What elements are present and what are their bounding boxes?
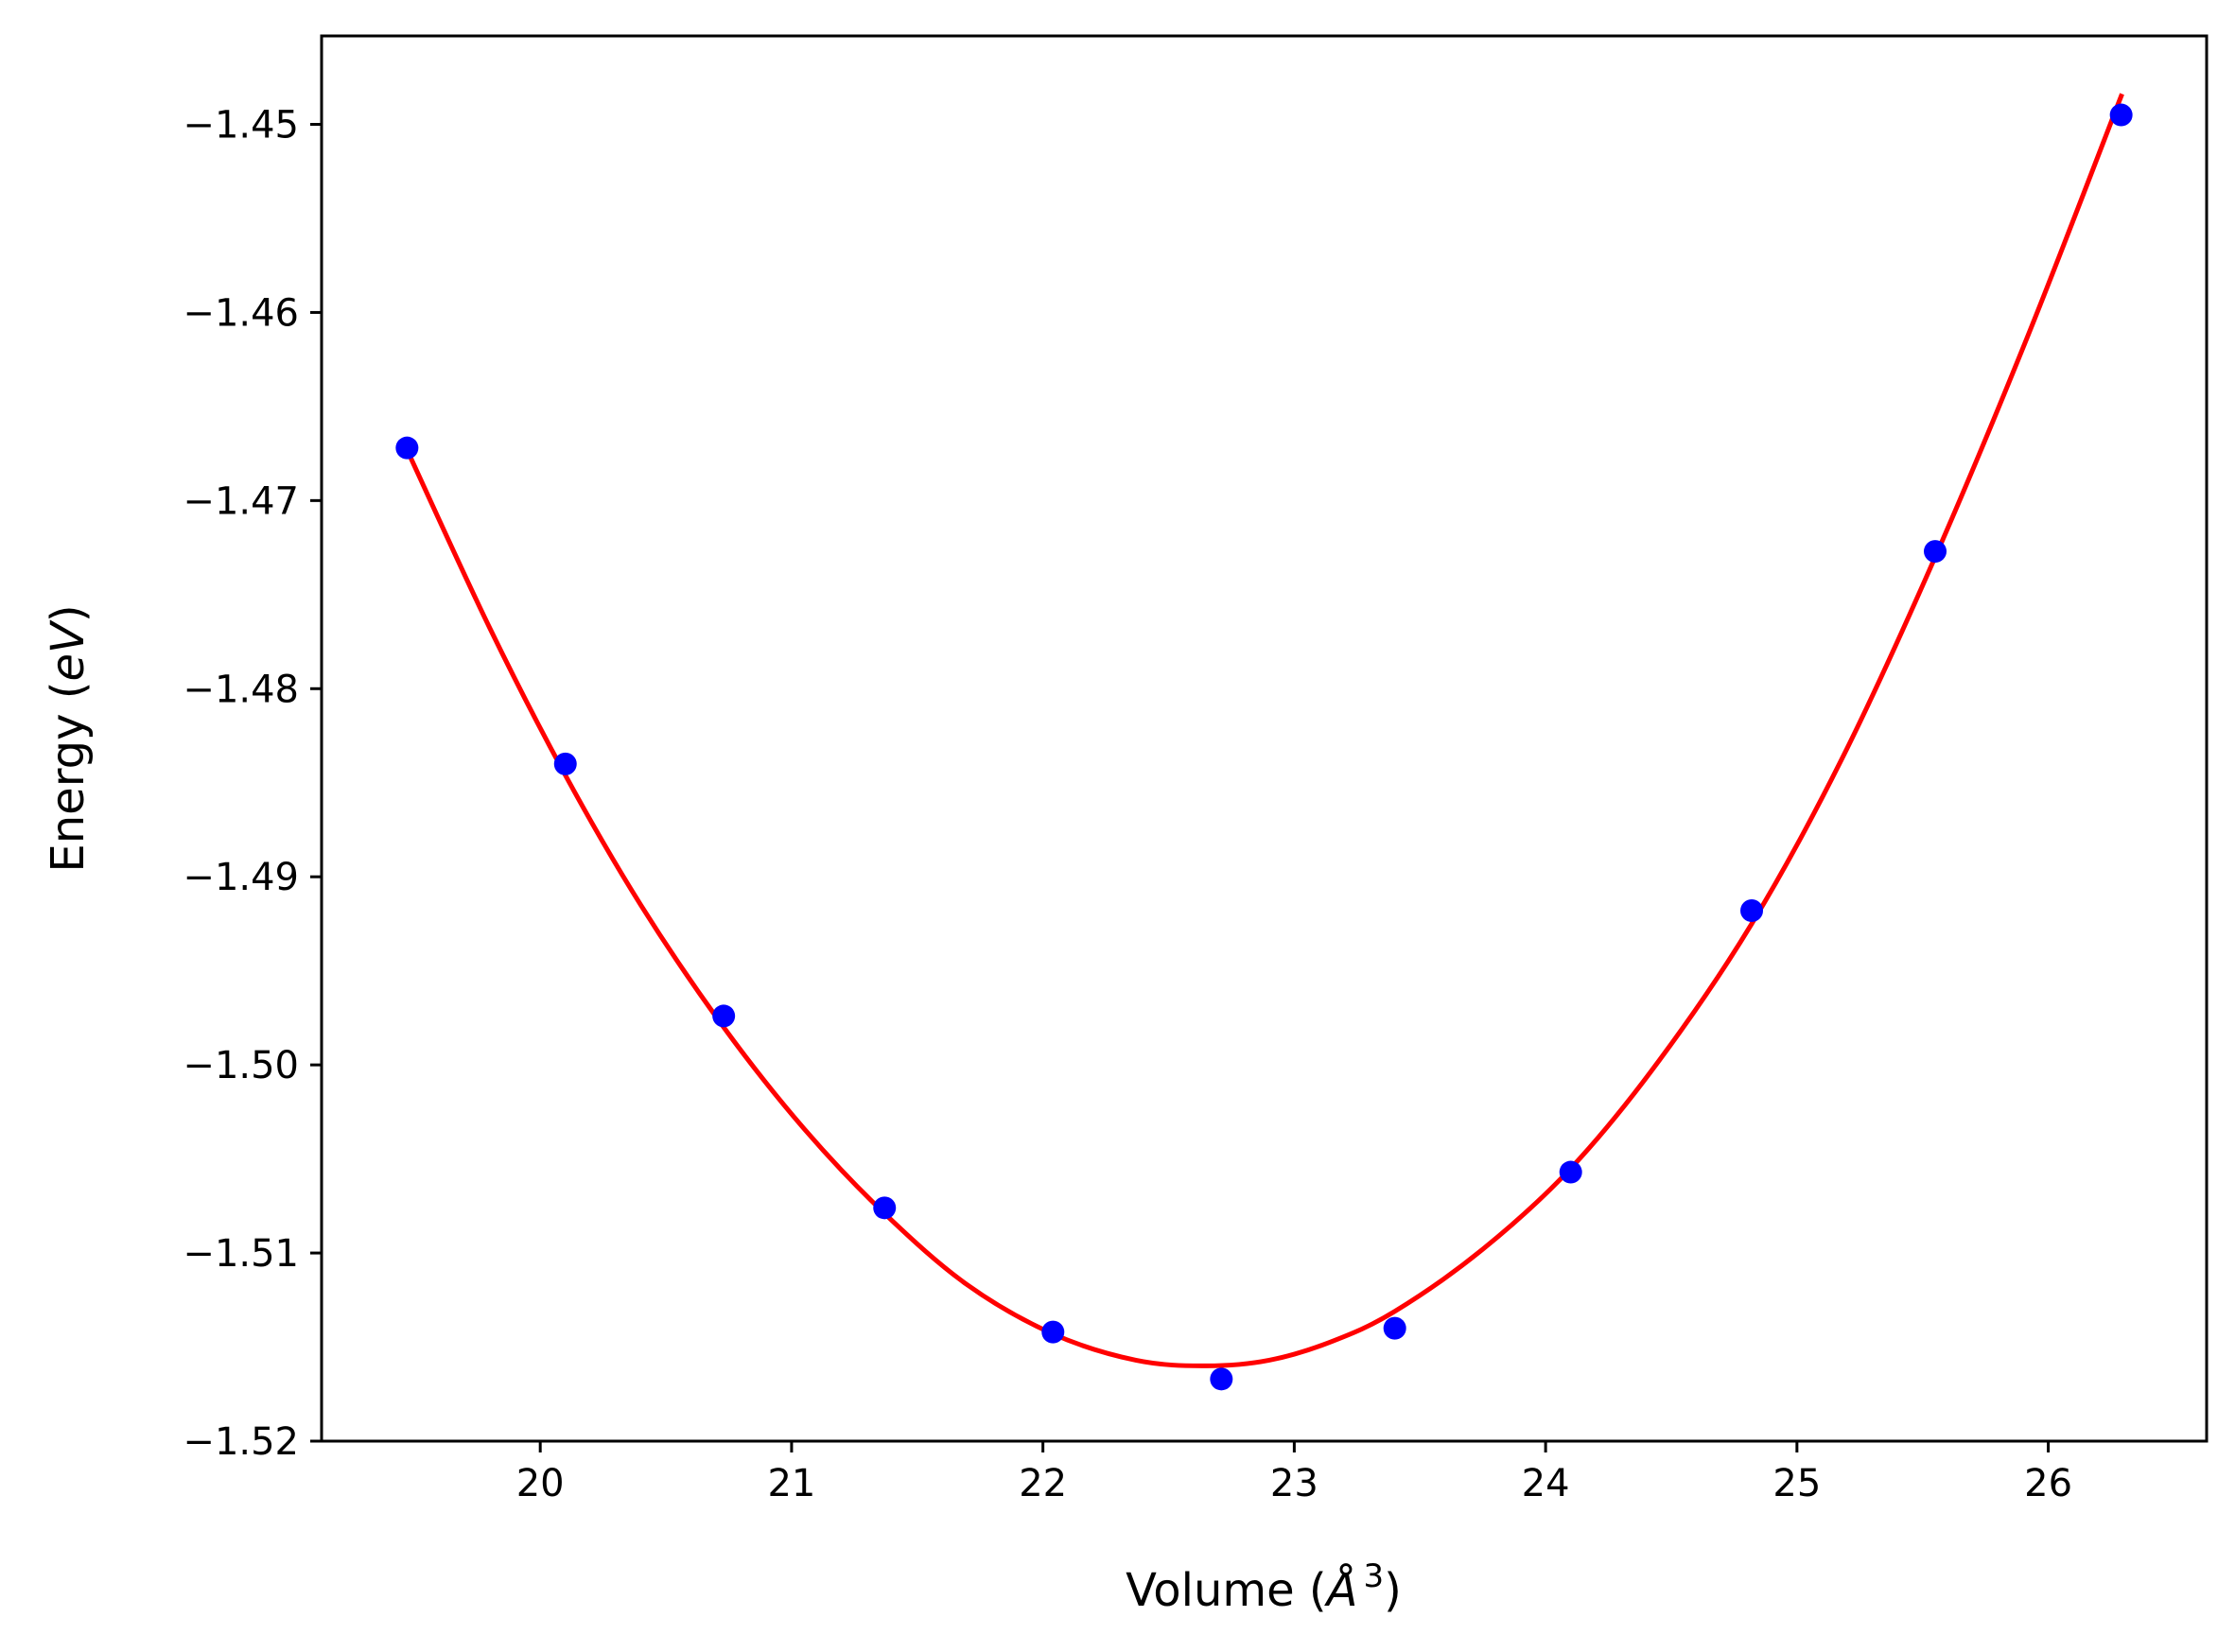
data-point (1383, 1316, 1406, 1340)
y-tick-label: −1.52 (183, 1420, 299, 1464)
data-point (2109, 103, 2133, 127)
x-tick-label: 22 (1019, 1462, 1067, 1505)
y-tick-label: −1.47 (183, 479, 299, 523)
data-point (1559, 1160, 1582, 1184)
data-point (712, 1004, 736, 1028)
data-point (1041, 1320, 1065, 1344)
y-tick-label: −1.48 (183, 668, 299, 711)
data-point (1924, 540, 1947, 564)
y-axis-label: Energy (eV) (42, 604, 95, 872)
data-point (553, 752, 577, 775)
x-tick-label: 21 (767, 1462, 815, 1505)
x-axis-label-text: Volume ( (1126, 1564, 1327, 1617)
x-tick-label: 23 (1270, 1462, 1318, 1505)
y-axis-label-text: Energy ( (42, 682, 95, 873)
x-axis: 20 21 22 23 24 25 26 (516, 1441, 2072, 1505)
x-tick-label: 24 (1522, 1462, 1570, 1505)
y-tick-label: −1.46 (183, 291, 299, 335)
data-point (873, 1196, 897, 1220)
x-axis-label-superscript: 3 (1363, 1557, 1384, 1595)
x-tick-label: 20 (516, 1462, 565, 1505)
y-axis: −1.45 −1.46 −1.47 −1.48 −1.49 −1.50 −1.51 −1.52 (183, 103, 322, 1464)
x-axis-label-suffix: ) (1384, 1564, 1402, 1617)
y-axis-label-symbol: eV (42, 619, 95, 682)
x-axis-label: Volume (Å 3) (1126, 1557, 1402, 1617)
data-point (1210, 1367, 1233, 1391)
y-tick-label: −1.49 (183, 856, 299, 899)
fit-curve-line (404, 93, 2124, 1368)
y-tick-label: −1.45 (183, 103, 299, 147)
plot-area-frame (320, 34, 2209, 1443)
y-tick-label: −1.50 (183, 1044, 299, 1087)
x-tick-label: 26 (2024, 1462, 2072, 1505)
data-point (1740, 899, 1764, 923)
data-point (395, 436, 419, 460)
x-tick-label: 25 (1772, 1462, 1821, 1505)
x-axis-label-symbol: Å (1324, 1563, 1358, 1617)
y-tick-label: −1.51 (183, 1232, 299, 1276)
y-axis-label-suffix: ) (42, 604, 95, 622)
plot-layer (395, 93, 2133, 1391)
